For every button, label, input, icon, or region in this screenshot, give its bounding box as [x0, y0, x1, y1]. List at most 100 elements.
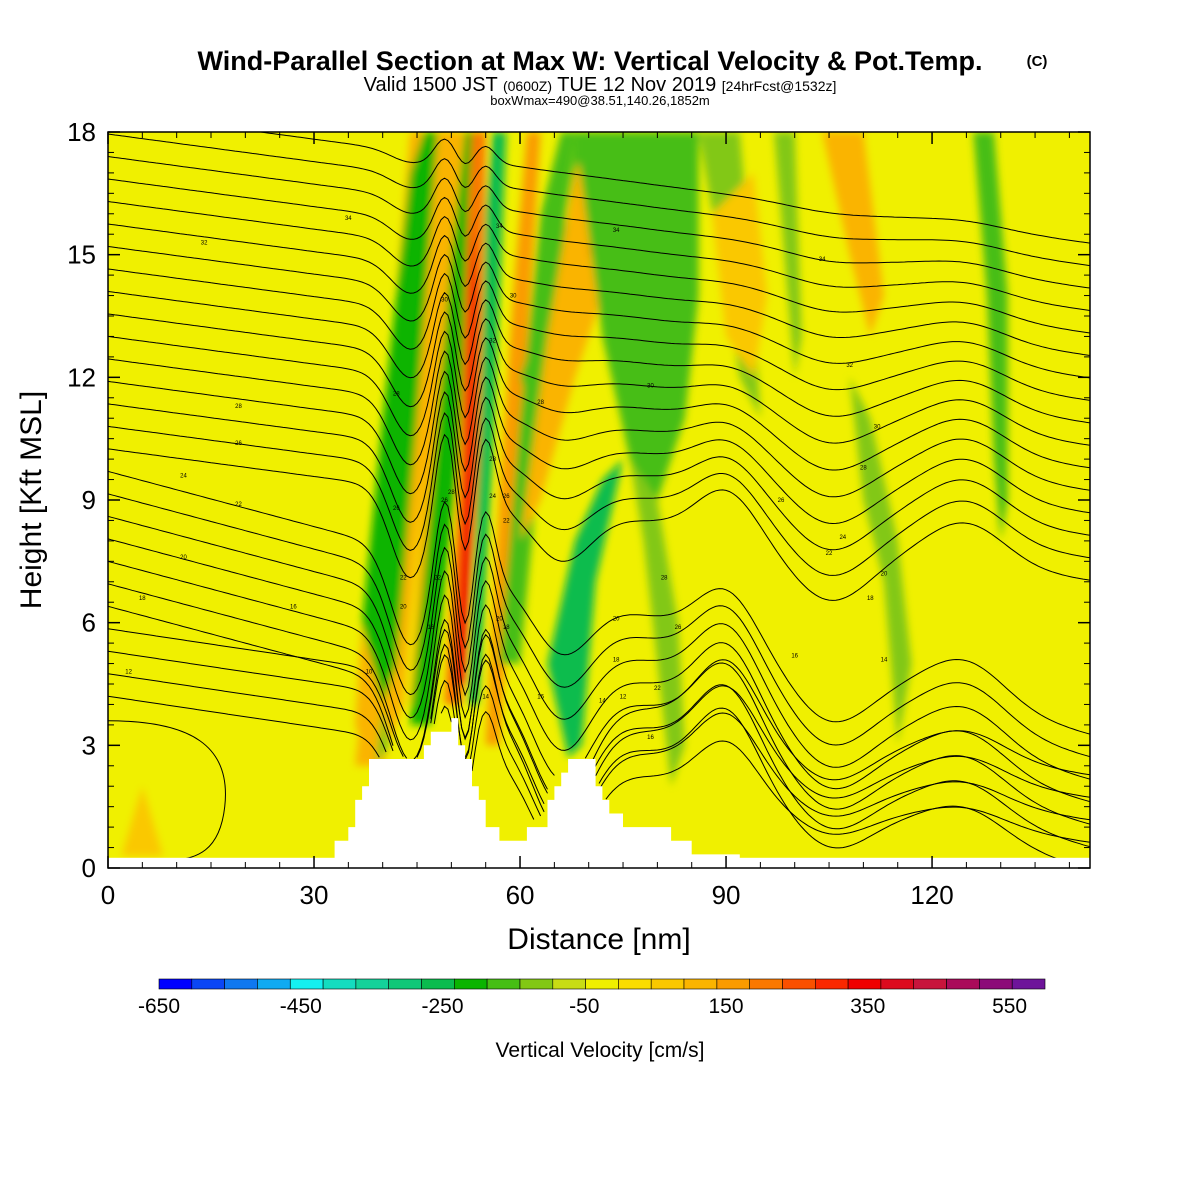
contour-label: 28 — [537, 400, 544, 406]
w-region-orange-low — [355, 622, 369, 746]
contour-label: 14 — [881, 658, 888, 664]
y-axis-title: Height [Kft MSL] — [15, 391, 48, 609]
x-tick-label: 60 — [506, 880, 535, 910]
contour-label: 28 — [489, 457, 496, 463]
theta-contour — [108, 268, 1090, 401]
colorbar-swatch — [355, 978, 390, 990]
contour-label: 26 — [235, 441, 242, 447]
colorbar-swatch — [749, 978, 783, 990]
contour-label: 34 — [496, 224, 503, 230]
theta-contour — [108, 350, 1090, 498]
chart-subtitle: Valid 1500 JST (0600Z) TUE 12 Nov 2019 [… — [364, 74, 837, 96]
colorbar-swatch — [913, 978, 947, 990]
theta-contour — [108, 156, 1090, 289]
colorbar-swatch — [158, 978, 193, 990]
contour-label: 18 — [139, 596, 146, 602]
theta-contour — [108, 178, 1090, 312]
colorbar-swatch — [782, 978, 816, 990]
colorbar-swatch — [322, 978, 357, 990]
w-region-green-band-5 — [547, 459, 623, 758]
contour-label: 30 — [647, 384, 654, 390]
colorbar-tick-label: 350 — [850, 995, 885, 1018]
colorbar-swatch — [289, 978, 324, 990]
x-tick-label: 30 — [300, 880, 329, 910]
colorbar-swatch — [257, 978, 291, 990]
theta-contour — [108, 370, 1090, 525]
theta-contour — [108, 291, 1090, 424]
theta-contour — [108, 583, 1090, 848]
colorbar-tick-label: 150 — [708, 995, 743, 1018]
w-region-orange-upper — [712, 172, 768, 378]
contour-label: 28 — [860, 465, 867, 471]
theta-contour — [108, 673, 1090, 821]
y-tick-label: 12 — [67, 362, 96, 392]
potential-temperature-contours — [108, 132, 1090, 868]
colorbar-swatch — [847, 978, 882, 990]
theta-contour — [108, 470, 1090, 735]
colorbar-swatch — [421, 978, 455, 990]
contour-label: 26 — [675, 625, 682, 631]
contour-label: 14 — [482, 694, 489, 700]
theta-contour — [108, 493, 1090, 758]
contour-label: 16 — [537, 694, 544, 700]
colorbar-swatch — [946, 978, 980, 990]
contour-label: 32 — [846, 363, 853, 369]
theta-contour — [108, 246, 1090, 379]
contour-label: 16 — [427, 625, 434, 631]
contour-label: 14 — [599, 698, 606, 704]
colorbar: -650 -450 -250 -50 150 350 550 — [138, 978, 1046, 1018]
theta-contour — [108, 330, 1090, 471]
contour-label: 20 — [180, 555, 187, 561]
vertical-velocity-field — [121, 132, 1008, 856]
w-region-green-lee — [629, 459, 685, 787]
valid-utc: (0600Z) — [503, 78, 552, 94]
y-tick-label: 3 — [82, 730, 96, 760]
forecast-info: [24hrFcst@1532z] — [722, 78, 837, 94]
copyright-mark: (C) — [1027, 53, 1048, 70]
contour-label: 12 — [125, 670, 132, 676]
theta-contour — [108, 223, 1090, 357]
colorbar-swatch — [388, 978, 422, 990]
y-tick-label: 9 — [82, 485, 96, 515]
contour-label: 28 — [661, 576, 668, 582]
contour-label: 26 — [441, 498, 448, 504]
contour-label: 16 — [647, 735, 654, 741]
chart-title: Wind-Parallel Section at Max W: Vertical… — [198, 46, 983, 76]
contour-label: 10 — [366, 670, 373, 676]
theta-contour — [108, 515, 1090, 780]
w-region-orange-band-3 — [485, 132, 541, 746]
colorbar-tick-label: -650 — [138, 995, 180, 1018]
y-tick-label: 18 — [67, 117, 96, 147]
colorbar-swatch — [683, 978, 718, 990]
theta-contour — [256, 132, 1090, 244]
x-axis-title: Distance [nm] — [507, 923, 690, 956]
valid-time: Valid 1500 JST — [364, 74, 498, 96]
y-tick-label: 0 — [82, 853, 96, 883]
contour-label: 30 — [441, 298, 448, 304]
contour-label: 18 — [503, 625, 510, 631]
colorbar-swatch — [1011, 978, 1046, 990]
w-region-green-right — [973, 132, 1008, 541]
colorbar-swatch — [552, 978, 586, 990]
colorbar-swatch — [814, 978, 849, 990]
contour-label: 20 — [400, 604, 407, 610]
w-region-green-mid — [849, 377, 912, 746]
contour-label: 28 — [393, 392, 400, 398]
contour-label: 22 — [503, 518, 510, 524]
ground-strip — [108, 857, 1090, 868]
box-wmax-info: boxWmax=490@38.51,140.26,1852m — [490, 93, 710, 108]
contour-label: 34 — [613, 228, 620, 234]
colorbar-title: Vertical Velocity [cm/s] — [496, 1039, 705, 1062]
x-tick-label: 0 — [101, 880, 115, 910]
w-region-green-band-3 — [468, 132, 507, 705]
w-region-red-core — [454, 213, 478, 685]
contour-label: 34 — [819, 257, 826, 263]
theta-contour — [108, 311, 1090, 446]
contour-label: 22 — [434, 576, 441, 582]
colorbar-swatch — [979, 978, 1013, 990]
colorbar-tick-label: -250 — [421, 995, 463, 1018]
theta-contour — [108, 412, 1090, 576]
